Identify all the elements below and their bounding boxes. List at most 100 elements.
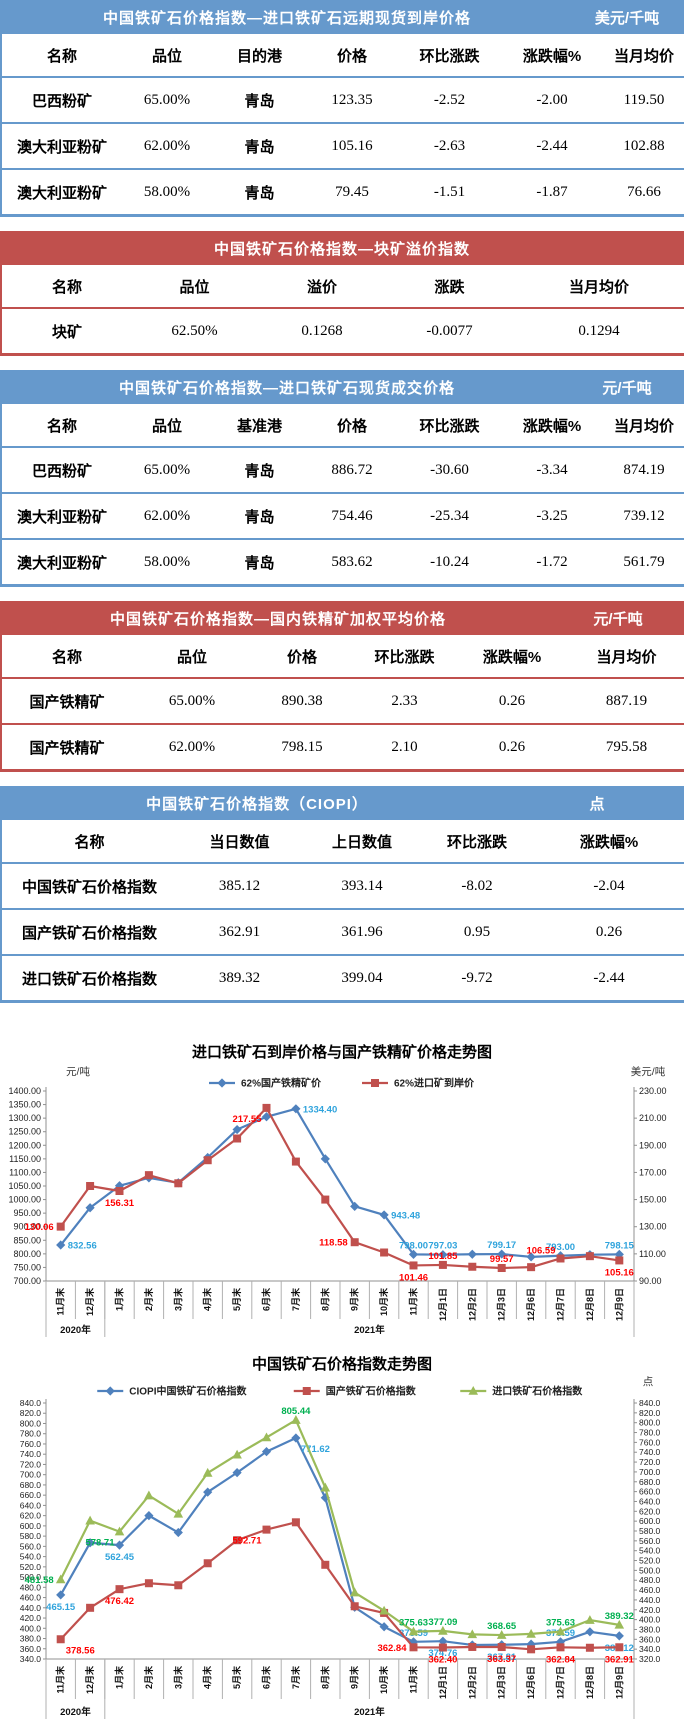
x-axis-label: 4月末 bbox=[202, 1287, 213, 1311]
svg-text:820.0: 820.0 bbox=[639, 1408, 661, 1418]
diamond-marker bbox=[526, 1252, 536, 1262]
table-cell: -25.34 bbox=[397, 493, 502, 540]
data-label: 362.84 bbox=[377, 1643, 407, 1654]
triangle-marker bbox=[585, 1615, 595, 1624]
svg-text:680.0: 680.0 bbox=[20, 1480, 42, 1490]
diamond-marker bbox=[56, 1590, 66, 1600]
diamond-marker bbox=[408, 1249, 419, 1259]
svg-text:600.0: 600.0 bbox=[20, 1521, 42, 1531]
square-marker bbox=[302, 1387, 311, 1395]
table-cell: -30.60 bbox=[397, 447, 502, 494]
data-label: 798.00 bbox=[399, 1240, 428, 1251]
table-cell: 0.26 bbox=[457, 724, 567, 769]
diamond-marker bbox=[585, 1627, 595, 1637]
table-title-bar: 中国铁矿石价格指数—进口铁矿石现货成交价格 元/千吨 bbox=[2, 370, 682, 404]
table-cell: 青岛 bbox=[212, 447, 307, 494]
table-cell: 中国铁矿石价格指数 bbox=[2, 863, 177, 910]
series-line bbox=[59, 1106, 620, 1270]
triangle-marker bbox=[114, 1526, 125, 1536]
svg-text:340.0: 340.0 bbox=[639, 1644, 661, 1654]
table-cell: 583.62 bbox=[307, 539, 397, 584]
x-axis-label: 12月8日 bbox=[585, 1666, 595, 1699]
table-cell: 2.33 bbox=[352, 678, 457, 725]
diamond-marker bbox=[217, 1078, 227, 1088]
table-cell: -2.00 bbox=[502, 77, 602, 124]
chart-title: 中国铁矿石价格指数走势图 bbox=[252, 1355, 432, 1373]
x-axis-label: 1月末 bbox=[114, 1287, 125, 1311]
table-cell: -2.44 bbox=[532, 955, 684, 1000]
x-axis-label: 11月末 bbox=[55, 1665, 66, 1694]
table-cell: 739.12 bbox=[602, 493, 684, 540]
x-axis-label: 8月末 bbox=[319, 1665, 330, 1689]
legend-label: 62%进口矿到岸价 bbox=[394, 1077, 475, 1090]
svg-text:1200.00: 1200.00 bbox=[8, 1140, 41, 1150]
svg-text:360.0: 360.0 bbox=[20, 1644, 42, 1654]
data-label: 99.57 bbox=[490, 1254, 514, 1265]
svg-text:740.0: 740.0 bbox=[639, 1447, 661, 1457]
column-header: 环比涨跌 bbox=[422, 820, 532, 864]
table-title: 中国铁矿石价格指数—进口铁矿石现货成交价格 bbox=[118, 379, 455, 397]
svg-text:780.0: 780.0 bbox=[639, 1428, 661, 1438]
column-header: 价格 bbox=[307, 34, 397, 78]
square-marker bbox=[371, 1079, 379, 1087]
table-cell: 65.00% bbox=[122, 77, 212, 124]
column-header: 上日数值 bbox=[302, 820, 422, 864]
table-cell: -1.72 bbox=[502, 539, 602, 584]
svg-text:440.0: 440.0 bbox=[639, 1595, 661, 1605]
data-label: 578.71 bbox=[85, 1538, 115, 1549]
column-header: 价格 bbox=[307, 404, 397, 448]
table-cell: 62.00% bbox=[122, 123, 212, 170]
square-marker bbox=[203, 1156, 212, 1165]
svg-text:440.0: 440.0 bbox=[20, 1603, 42, 1613]
data-label: 799.17 bbox=[487, 1240, 516, 1251]
data-label: 363.37 bbox=[487, 1654, 516, 1665]
svg-text:560.0: 560.0 bbox=[639, 1536, 661, 1546]
square-marker bbox=[409, 1643, 418, 1652]
svg-text:320.0: 320.0 bbox=[639, 1654, 661, 1664]
svg-text:230.00: 230.00 bbox=[639, 1086, 667, 1096]
column-header: 名称 bbox=[2, 404, 122, 448]
series-line bbox=[59, 1107, 620, 1258]
x-axis-label: 8月末 bbox=[319, 1287, 330, 1311]
svg-text:850.00: 850.00 bbox=[13, 1235, 41, 1245]
column-header: 名称 bbox=[2, 265, 132, 309]
x-axis-label: 4月末 bbox=[202, 1665, 213, 1689]
x-axis-label: 12月末 bbox=[84, 1665, 95, 1694]
diamond-marker bbox=[144, 1511, 154, 1521]
diamond-marker bbox=[173, 1527, 183, 1538]
table-cell: 澳大利亚粉矿 bbox=[2, 123, 122, 170]
table-row: 国产铁精矿 62.00% 798.15 2.10 0.26 795.58 bbox=[2, 724, 684, 769]
x-axis-label: 3月末 bbox=[172, 1287, 183, 1311]
column-header: 基准港 bbox=[212, 404, 307, 448]
svg-text:210.00: 210.00 bbox=[639, 1113, 667, 1123]
square-marker bbox=[86, 1182, 95, 1190]
table-unit-label: 点 bbox=[589, 795, 605, 813]
triangle-marker bbox=[232, 1449, 242, 1459]
column-header: 当月均价 bbox=[512, 265, 684, 309]
data-label: 105.16 bbox=[605, 1267, 634, 1278]
table-cell: 国产铁精矿 bbox=[2, 678, 132, 725]
x-axis-label: 1月末 bbox=[114, 1665, 125, 1689]
square-marker bbox=[615, 1643, 624, 1652]
table-cell: 澳大利亚粉矿 bbox=[2, 539, 122, 584]
svg-text:840.0: 840.0 bbox=[20, 1398, 42, 1408]
svg-text:340.0: 340.0 bbox=[20, 1654, 42, 1664]
data-label: 798.15 bbox=[605, 1240, 635, 1251]
x-axis-label: 12月9日 bbox=[614, 1288, 624, 1321]
table-cell: 561.79 bbox=[602, 539, 684, 584]
data-label: 592.71 bbox=[232, 1536, 262, 1547]
x-axis-label: 12月6日 bbox=[526, 1288, 536, 1321]
table-title-bar: 中国铁矿石价格指数—块矿溢价指数 bbox=[2, 231, 682, 265]
data-label: 362.84 bbox=[546, 1654, 576, 1665]
svg-text:800.0: 800.0 bbox=[20, 1418, 42, 1428]
table-row: 块矿 62.50% 0.1268 -0.0077 0.1294 bbox=[2, 308, 684, 353]
svg-text:1150.00: 1150.00 bbox=[9, 1154, 41, 1164]
table-unit-label: 美元/千吨 bbox=[594, 9, 660, 27]
chart-title: 进口铁矿石到岸价格与国产铁精矿价格走势图 bbox=[192, 1043, 492, 1061]
table-cell: 巴西粉矿 bbox=[2, 77, 122, 124]
price-table-ciopi-index: 中国铁矿石价格指数（CIOPI）点名称 当日数值 上日数值 环比涨跌 涨跌幅% 中国铁矿石… bbox=[0, 786, 684, 1003]
data-label: 943.48 bbox=[391, 1210, 420, 1221]
svg-text:1350.00: 1350.00 bbox=[8, 1100, 41, 1110]
